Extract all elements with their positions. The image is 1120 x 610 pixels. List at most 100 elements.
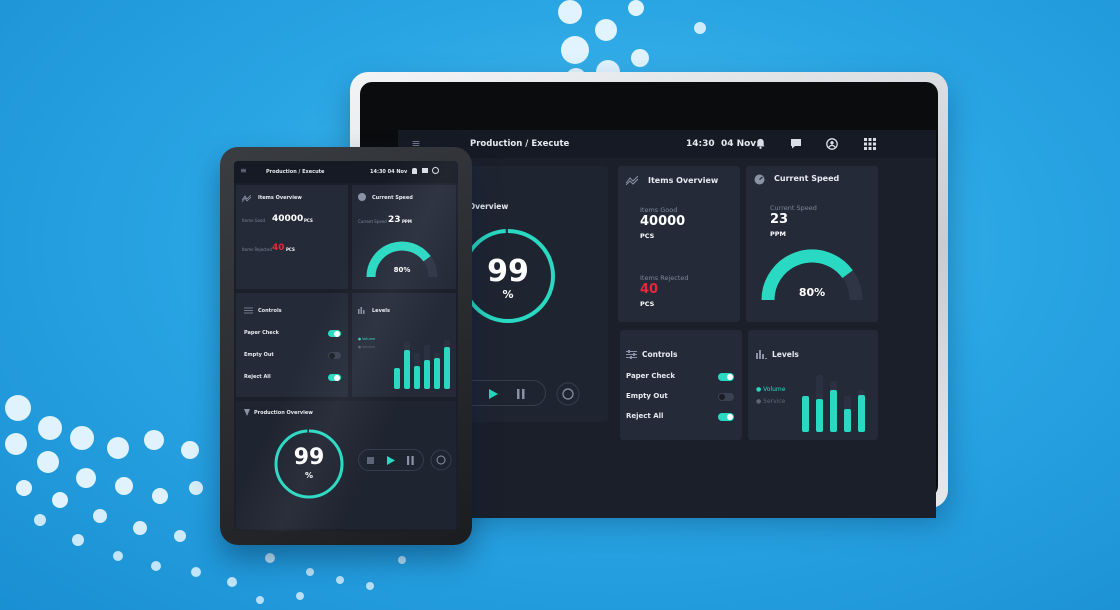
level-bar — [414, 352, 420, 389]
level-bar-fill — [816, 399, 823, 432]
tablet-pause-icon[interactable] — [407, 456, 414, 465]
play-icon[interactable] — [489, 389, 498, 399]
decorative-dot — [366, 582, 374, 590]
items-good-label: Items Good — [640, 206, 678, 214]
tablet-production-value: 99 — [293, 445, 325, 470]
level-bar-fill — [802, 396, 809, 432]
level-bar — [394, 368, 400, 389]
tablet-play-icon[interactable] — [387, 456, 395, 465]
user-icon[interactable] — [826, 138, 838, 150]
level-bar-fill — [830, 390, 837, 432]
decorative-dot — [694, 22, 706, 34]
tablet-current-speed-card: Current Speed Current Speed 23 PPM 80% — [352, 185, 456, 289]
decorative-dot — [151, 561, 161, 571]
control-label-paper-check: Paper Check — [626, 372, 675, 380]
level-bar-fill — [404, 350, 410, 389]
items-overview-title: Items Overview — [648, 176, 719, 185]
controls-title: Controls — [642, 350, 678, 359]
tablet-user-icon[interactable] — [432, 167, 439, 174]
tablet-speed-gauge — [366, 241, 438, 278]
decorative-dot — [144, 430, 164, 450]
level-bar-fill — [434, 357, 440, 389]
decorative-dot — [5, 395, 31, 421]
tablet-legend-service: ● Service — [358, 345, 376, 349]
apps-grid-icon[interactable] — [864, 138, 876, 150]
tablet-current-speed-value: 23 — [388, 215, 401, 225]
level-bar-fill — [424, 360, 430, 389]
bell-icon[interactable] — [754, 138, 766, 150]
tablet-items-good-value: 40000 — [272, 214, 304, 224]
toggle-paper-check[interactable] — [718, 373, 734, 381]
level-bar — [802, 396, 809, 432]
decorative-dot — [52, 492, 68, 508]
level-bar-fill — [444, 347, 450, 389]
tablet-production-progress-ring — [274, 429, 344, 499]
level-bar — [444, 339, 450, 389]
decorative-dot — [595, 19, 617, 41]
current-speed-label: Current Speed — [770, 204, 817, 212]
items-overview-card: Items Overview Items Good 40000 PCS Item… — [618, 166, 740, 322]
tablet-chat-icon[interactable] — [422, 168, 428, 173]
tablet-toggle-paper-check[interactable] — [328, 330, 341, 337]
levels-bar-chart — [802, 372, 874, 432]
decorative-dot — [256, 596, 264, 604]
reset-icon[interactable] — [556, 382, 580, 406]
tablet-control-label-empty-out: Empty Out — [244, 352, 274, 358]
decorative-dot — [152, 488, 168, 504]
level-bar — [816, 375, 823, 432]
tablet-production-unit: % — [304, 471, 313, 480]
decorative-dot — [76, 468, 96, 488]
speed-gauge-text: 80% — [798, 286, 826, 299]
tablet-toggle-empty-out[interactable] — [328, 352, 341, 359]
decorative-dot — [133, 521, 147, 535]
tablet-control-label-reject-all: Reject All — [244, 374, 271, 380]
tablet-device: ≡ Production / Execute 14:30 04 Nov Item… — [220, 147, 472, 545]
decorative-dot — [631, 49, 649, 67]
toggle-empty-out[interactable] — [718, 393, 734, 401]
tablet-control-label-paper-check: Paper Check — [244, 330, 279, 336]
menu-icon[interactable]: ≡ — [411, 137, 421, 150]
level-bar-fill — [394, 368, 400, 389]
decorative-dot — [265, 553, 275, 563]
tablet-bell-icon[interactable] — [412, 168, 417, 174]
tablet-clock: 14:30 04 Nov — [370, 169, 408, 175]
tablet-production-overview-card: Production Overview 99 % — [236, 401, 456, 529]
tablet-production-icon — [244, 409, 250, 416]
decorative-dot — [336, 576, 344, 584]
legend-volume: ● Volume — [756, 386, 786, 393]
level-bar — [404, 342, 410, 389]
decorative-dot — [296, 592, 304, 600]
monitor-screen: ≡ Production / Execute 14:30 04 Nov Prod… — [398, 130, 936, 518]
chat-icon[interactable] — [790, 138, 802, 150]
items-rejected-label: Items Rejected — [640, 274, 689, 282]
tablet-items-good-unit: PCS — [304, 218, 313, 223]
tablet-menu-icon[interactable]: ≡ — [240, 166, 247, 175]
speedometer-icon — [754, 174, 765, 185]
pause-icon[interactable] — [517, 389, 525, 399]
toggle-reject-all[interactable] — [718, 413, 734, 421]
clock: 14:30 04 Nov — [686, 139, 757, 149]
production-value: 99 — [487, 254, 529, 289]
tablet-speedometer-icon — [358, 193, 366, 201]
tablet-items-rejected-value: 40 — [272, 243, 285, 253]
level-bar — [858, 390, 865, 432]
tablet-levels-card: Levels ● Volume ● Service — [352, 293, 456, 397]
tablet-production-overview-title: Production Overview — [254, 410, 313, 416]
legend-service: ● Service — [756, 398, 786, 405]
tablet-current-speed-title: Current Speed — [372, 195, 413, 201]
decorative-dot — [115, 477, 133, 495]
tablet-items-overview-card: Items Overview Items Good 40000 PCS Item… — [236, 185, 348, 289]
decorative-dot — [628, 0, 644, 16]
decorative-dot — [174, 530, 186, 542]
tablet-reset-icon[interactable] — [430, 449, 452, 471]
items-overview-icon — [626, 176, 638, 185]
decorative-dot — [558, 0, 582, 24]
tablet-items-rejected-unit: PCS — [286, 247, 295, 252]
control-label-reject-all: Reject All — [626, 412, 664, 420]
current-speed-card: Current Speed Current Speed 23 PPM 80% — [746, 166, 878, 322]
stop-icon[interactable] — [367, 457, 374, 464]
tablet-current-speed-unit: PPM — [402, 219, 412, 224]
decorative-dot — [189, 481, 203, 495]
tablet-toggle-reject-all[interactable] — [328, 374, 341, 381]
current-speed-unit: PPM — [770, 230, 786, 238]
